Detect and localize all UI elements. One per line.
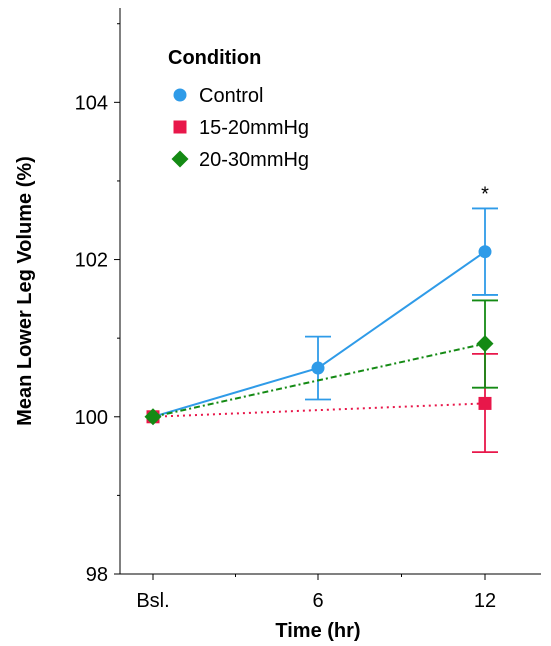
series-line	[152, 250, 486, 418]
series-15-20mmhg	[152, 352, 498, 454]
legend: Condition Control 15-20mmHg 20-30mmHg	[168, 47, 309, 171]
x-axis-title: Time (hr)	[275, 620, 360, 642]
series-line	[152, 402, 486, 418]
legend-marker	[173, 120, 187, 134]
y-tick-label: 104	[75, 92, 108, 114]
y-axis-title: Mean Lower Leg Volume (%)	[14, 156, 36, 426]
y-tick-label: 102	[75, 250, 108, 272]
significance-marker: *	[481, 184, 489, 206]
series-layer	[144, 207, 498, 454]
data-point	[478, 245, 492, 259]
legend-label: 20-30mmHg	[199, 149, 309, 171]
data-point	[144, 408, 162, 426]
series-control	[152, 207, 498, 418]
data-point	[476, 335, 494, 353]
y-axis-ticks: 98 100 102 104	[75, 23, 120, 586]
x-axis-ticks: Bsl. 6 12	[136, 574, 496, 612]
legend-title: Condition	[168, 47, 261, 69]
y-tick-label: 100	[75, 407, 108, 429]
legend-label: Control	[199, 85, 263, 107]
annotation-layer: *	[481, 184, 489, 206]
legend-marker	[171, 150, 189, 168]
data-point	[478, 396, 492, 410]
legend-marker	[173, 88, 187, 102]
legend-label: 15-20mmHg	[199, 117, 309, 139]
series-markers	[144, 335, 494, 426]
series-markers	[146, 396, 492, 424]
data-point	[311, 361, 325, 375]
series-markers	[146, 245, 492, 424]
series-line	[152, 342, 486, 418]
x-tick-label: Bsl.	[136, 590, 169, 612]
x-tick-label: 6	[312, 590, 323, 612]
x-tick-label: 12	[474, 590, 496, 612]
y-tick-label: 98	[86, 564, 108, 586]
